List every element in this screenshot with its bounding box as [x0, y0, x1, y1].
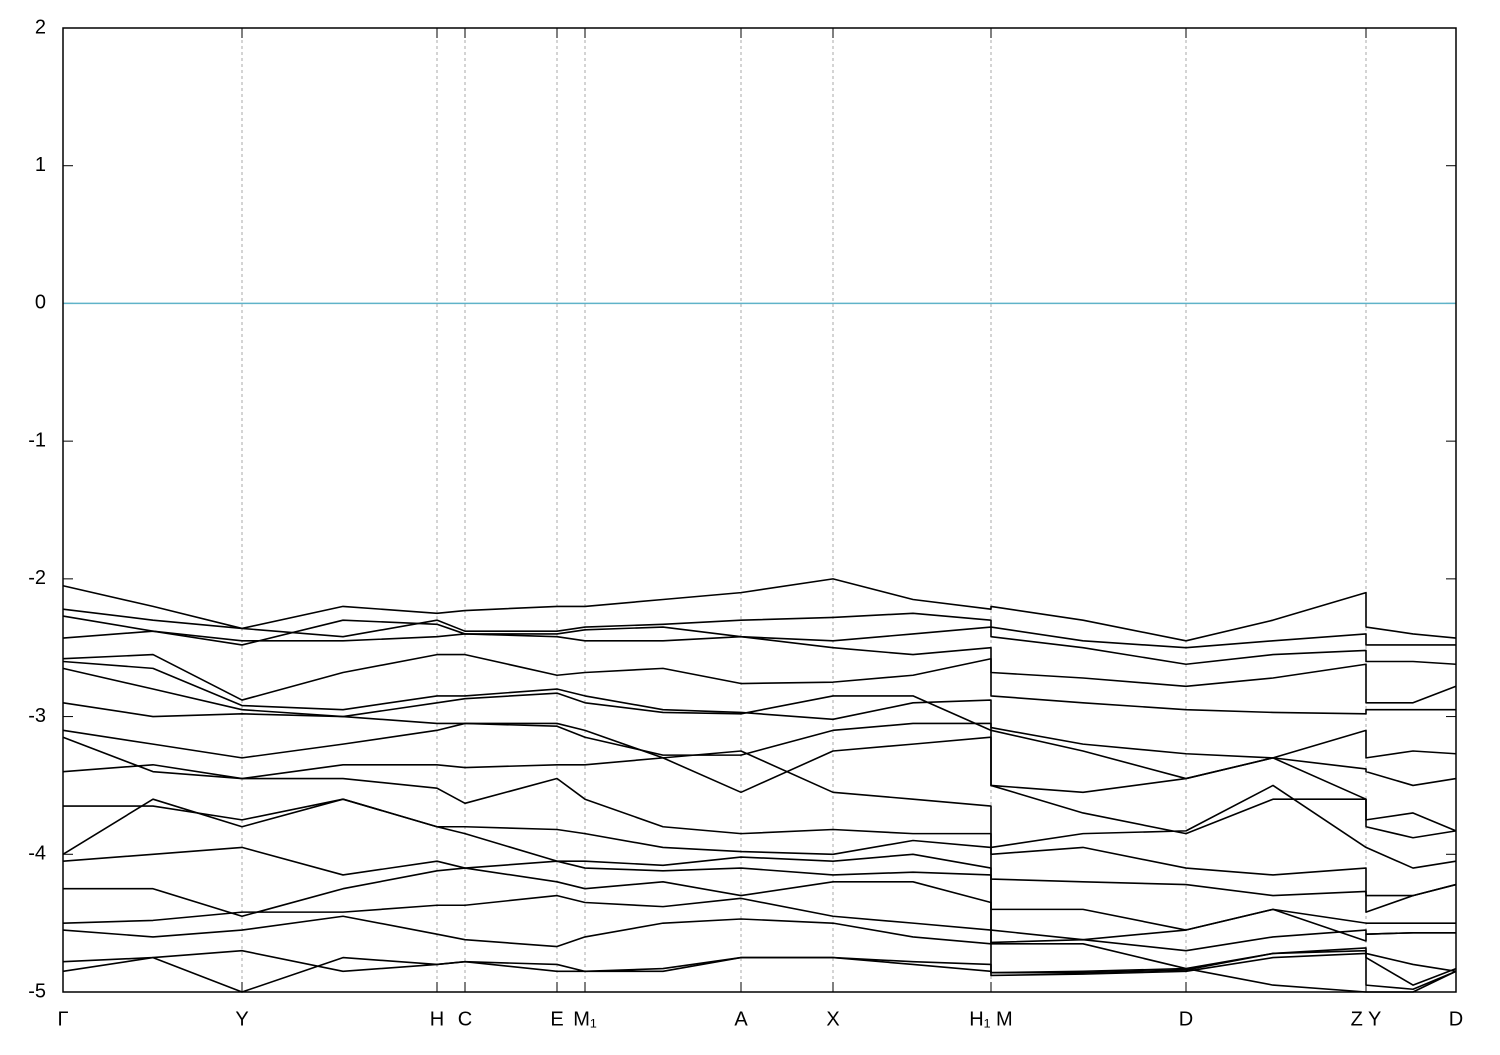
band-line	[62, 630, 1457, 704]
band-line	[62, 578, 1457, 642]
band-line	[62, 615, 1457, 666]
x-tick-label: Y	[235, 1008, 248, 1030]
band-line	[62, 736, 1457, 869]
plot-frame	[62, 27, 1457, 993]
x-tick-label: D	[1179, 1008, 1193, 1030]
x-tick-label: M₁	[573, 1008, 597, 1030]
band-line	[62, 798, 1456, 942]
y-tick-label: 0	[35, 292, 46, 314]
band-line	[62, 608, 1456, 649]
band-line	[62, 653, 1456, 715]
x-tick-label: X	[826, 1008, 839, 1030]
y-tick-label: -5	[28, 980, 46, 1002]
band-line	[62, 763, 1457, 897]
band-line	[62, 667, 1457, 787]
y-tick-label: 2	[35, 16, 46, 38]
band-line	[62, 722, 1457, 839]
x-tick-label: H	[430, 1008, 444, 1030]
band-line	[62, 660, 1457, 759]
band-line	[62, 846, 1457, 986]
band-line	[62, 952, 1457, 993]
y-tick-label: -1	[28, 429, 46, 451]
band-line	[62, 894, 1456, 941]
x-tick-label: A	[734, 1008, 748, 1030]
x-tick-label: E	[550, 1008, 563, 1030]
x-tick-label: H₁ M	[969, 1008, 1012, 1030]
y-tick-label: 1	[35, 154, 46, 176]
x-tick-label: C	[458, 1008, 472, 1030]
y-tick-label: -4	[28, 843, 46, 865]
band-line	[62, 702, 1457, 832]
band-line	[63, 867, 1457, 993]
x-tick-label: Γ	[57, 1008, 68, 1030]
x-tick-label: D	[1449, 1008, 1463, 1030]
band-line	[62, 915, 1456, 952]
y-tick-label: -2	[28, 567, 46, 589]
x-tick-label: Z Y	[1351, 1008, 1382, 1030]
y-tick-label: -3	[28, 705, 46, 727]
